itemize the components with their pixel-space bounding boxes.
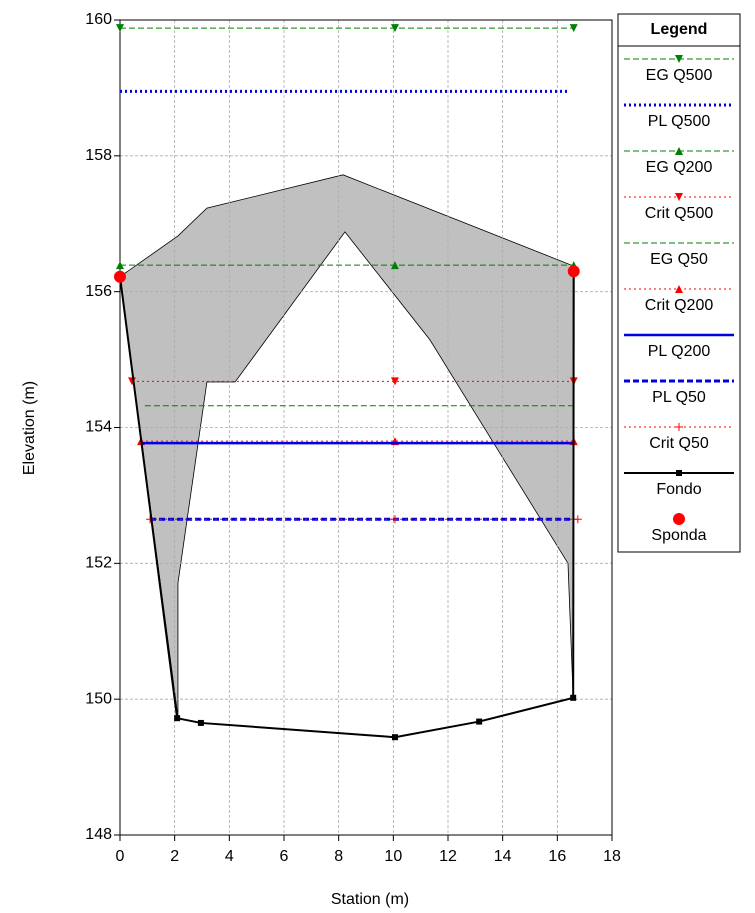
legend-item: Crit Q50 [624,423,734,452]
y-tick-label: 154 [85,419,112,436]
marker [390,24,399,33]
x-tick-label: 0 [116,848,125,865]
y-tick-label: 158 [85,147,112,164]
legend-label: Fondo [656,481,701,498]
marker [570,694,577,701]
marker [476,718,483,725]
legend-item: PL Q200 [624,333,734,360]
legend-marker [675,423,683,431]
x-tick-label: 2 [170,848,179,865]
legend-label: Crit Q500 [645,205,714,222]
y-tick-label: 150 [85,690,112,707]
y-tick-label: 160 [85,11,112,28]
x-tick-label: 12 [439,848,457,865]
legend-item: EG Q50 [624,242,734,268]
marker [116,261,124,270]
legend-item: EG Q200 [624,147,734,176]
marker [569,24,578,33]
marker [197,719,204,726]
x-tick-label: 6 [280,848,289,865]
x-tick-label: 4 [225,848,234,865]
legend-marker [675,55,683,63]
marker [573,515,582,524]
legend-marker [676,470,682,476]
y-tick-label: 152 [85,555,112,572]
marker [114,270,126,283]
legend-label: PL Q500 [648,113,711,130]
legend-title: Legend [651,21,708,38]
legend-item: PL Q500 [624,103,734,130]
x-axis-label: Station (m) [331,891,409,908]
legend-label: Crit Q200 [645,297,714,314]
plot-frame [119,19,613,836]
legend-item: Crit Q500 [624,193,734,222]
legend-label: EG Q200 [646,159,713,176]
marker [390,515,399,524]
marker [390,377,399,386]
legend-marker [675,193,683,201]
x-tick-label: 18 [603,848,621,865]
legend-item: Sponda [651,513,707,544]
marker [391,734,398,741]
legend-item: Crit Q200 [624,285,734,314]
marker [116,24,124,33]
legend-item: EG Q500 [624,55,734,84]
x-tick-label: 8 [334,848,343,865]
legend-label: Crit Q50 [649,435,709,452]
x-tick-label: 14 [494,848,512,865]
legend-label: EG Q50 [650,251,708,268]
x-tick-label: 16 [548,848,566,865]
y-axis-label: Elevation (m) [21,381,38,475]
marker [567,265,580,278]
legend-label: PL Q200 [648,343,711,360]
marker [174,715,181,722]
legend-label: EG Q500 [646,67,713,84]
y-tick-label: 156 [85,283,112,300]
legend-label: Sponda [651,527,706,544]
legend-item: Fondo [624,470,734,498]
y-tick-label: 148 [85,826,112,843]
x-tick-label: 10 [384,848,402,865]
legend-item: PL Q50 [624,379,734,406]
marker [390,261,399,270]
legend-marker [673,513,685,525]
legend-marker [675,285,683,293]
legend-label: PL Q50 [652,389,706,406]
legend-marker [675,147,683,155]
